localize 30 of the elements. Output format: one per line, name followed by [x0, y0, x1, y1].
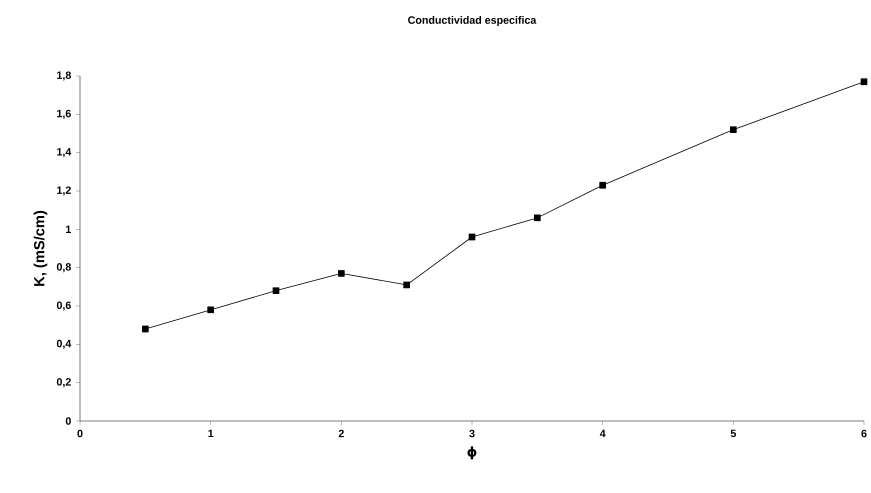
y-tick-label: 1,4 [57, 148, 72, 158]
y-tick-label: 1 [66, 226, 71, 233]
point [207, 306, 214, 314]
x-tick-label: 5 [730, 430, 736, 438]
x-axis-title: ϕ [467, 446, 476, 460]
chart-title: Conductividad especifica [408, 16, 536, 26]
y-tick-label: 1,8 [57, 71, 71, 81]
point [142, 326, 149, 332]
y-tick-label: 1,2 [57, 186, 71, 196]
y-tick-label: 0 [66, 417, 71, 425]
point [272, 287, 280, 294]
y-tick-label: 0,6 [56, 301, 71, 311]
y-tick-label: 1,6 [57, 110, 71, 119]
point [730, 126, 737, 133]
x-tick-label: 3 [469, 430, 475, 438]
x-tick-label: 6 [861, 430, 867, 438]
point [403, 282, 410, 288]
y-tick-label: 0,8 [56, 263, 71, 272]
y-tick-label: 0,2 [56, 378, 71, 388]
x-tick-label: 2 [338, 430, 344, 438]
point [599, 182, 606, 189]
point [534, 214, 541, 222]
point [468, 234, 476, 240]
y-tick-label: 0,4 [56, 340, 72, 349]
x-tick-label: 4 [600, 430, 606, 438]
y-axis-title: K, (mS/cm) [34, 210, 48, 286]
point [338, 270, 345, 277]
x-tick-label: 0 [77, 430, 83, 438]
x-tick-label: 1 [208, 430, 214, 438]
point [860, 78, 868, 86]
